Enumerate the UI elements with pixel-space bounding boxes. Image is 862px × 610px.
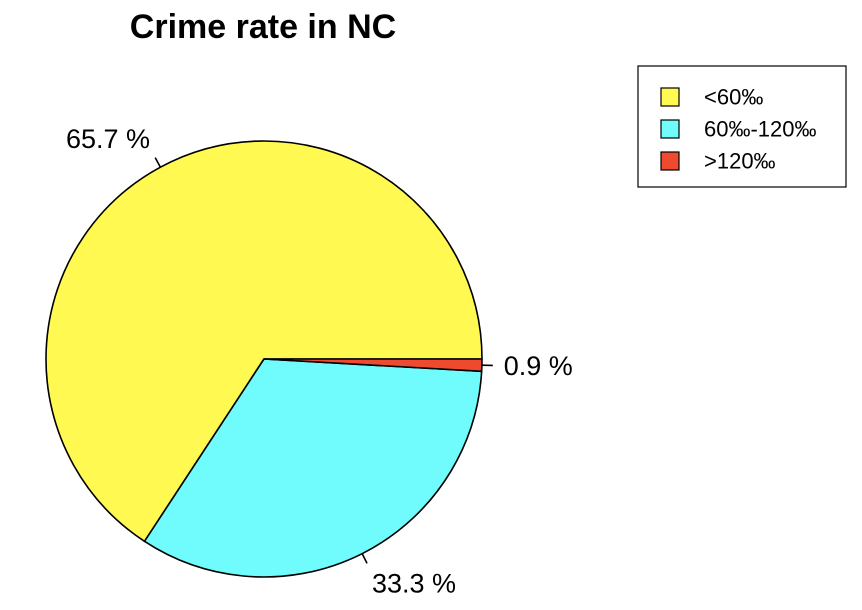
legend-swatch-1: [660, 119, 680, 139]
pie-slice-1: [143, 358, 483, 578]
slice-label-tick-0: [154, 157, 162, 168]
slice-label-1: 33.3 %: [372, 568, 456, 598]
slice-label-ticks: [154, 157, 493, 564]
chart-title: Crime rate in NC: [130, 8, 396, 46]
slice-labels: 65.7 % 33.3 % 0.9 %: [66, 124, 573, 598]
slice-label-tick-1: [361, 553, 368, 564]
legend-swatch-2: [660, 151, 680, 171]
slice-label-0: 65.7 %: [66, 124, 150, 154]
legend-items: <60‰ 60‰-120‰ >120‰: [660, 85, 817, 174]
legend-swatch-0: [660, 87, 680, 107]
pie-slices: [45, 140, 483, 578]
legend-label-2: >120‰: [704, 149, 776, 174]
legend-label-1: 60‰-120‰: [704, 117, 817, 142]
legend-label-0: <60‰: [704, 85, 763, 110]
slice-label-2: 0.9 %: [504, 351, 573, 381]
legend: <60‰ 60‰-120‰ >120‰: [637, 65, 847, 188]
